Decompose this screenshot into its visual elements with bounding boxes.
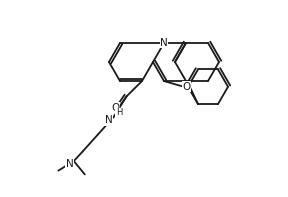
Text: O: O [183, 82, 191, 92]
Text: N: N [105, 115, 112, 125]
Text: N: N [160, 38, 168, 48]
Text: O: O [111, 103, 119, 113]
Text: N: N [66, 159, 74, 169]
Text: H: H [116, 108, 122, 117]
